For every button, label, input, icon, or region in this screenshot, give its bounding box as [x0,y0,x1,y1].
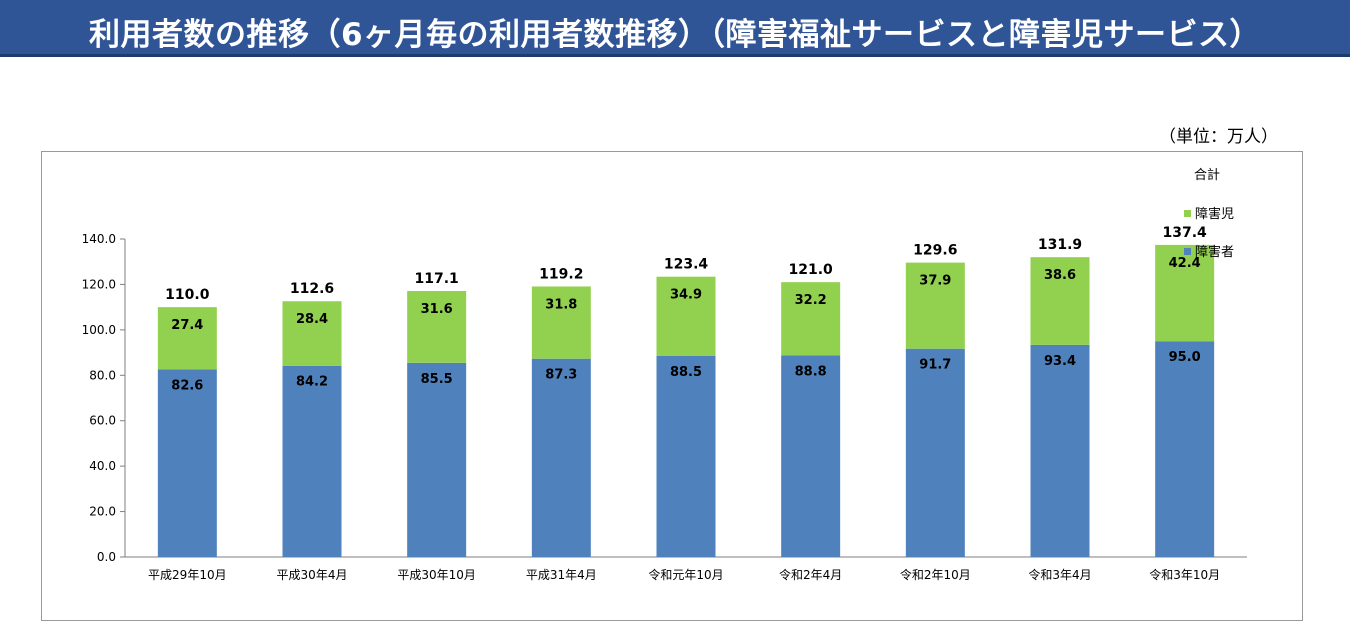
bar-child [656,276,716,356]
data-label-adult: 87.3 [545,368,577,383]
bar-child [1030,257,1090,345]
data-label-adult: 88.8 [795,364,827,379]
bar-adult [1030,344,1090,557]
x-category-label: 令和3年10月 [1149,567,1220,582]
y-tick-label: 100.0 [82,323,116,337]
bar-adult [905,348,965,557]
bar-adult [282,365,342,557]
data-label-adult: 82.6 [171,378,203,393]
data-label-total: 121.0 [789,262,834,278]
y-tick-label: 80.0 [89,368,116,382]
data-label-child: 42.4 [1169,256,1201,271]
bar-adult [781,355,841,557]
bar-adult [407,362,467,557]
data-label-total: 137.4 [1163,225,1208,241]
data-label-adult: 93.4 [1044,354,1076,369]
stacked-bar-chart: 0.0 20.0 40.0 60.0 80.0 100.0 120.0 140.0 82.6 27… [82,167,1247,582]
data-label-total: 112.6 [290,281,334,297]
bar-child [905,262,965,349]
data-label-total: 123.4 [664,257,709,273]
y-tick-label: 140.0 [82,232,116,246]
unit-label: （単位：万人） [1159,127,1278,147]
bar-child [531,286,591,359]
legend-marker [1184,248,1191,255]
data-label-child: 27.4 [171,318,203,333]
data-label-adult: 85.5 [421,372,453,387]
x-category-label: 令和3年4月 [1028,567,1091,582]
bar-child [282,301,342,366]
y-tick-label: 40.0 [89,459,116,473]
x-category-label: 平成29年10月 [148,568,227,582]
data-label-child: 38.6 [1044,268,1076,283]
legend-marker [1184,210,1191,217]
y-tick-label: 20.0 [89,505,116,519]
data-label-child: 32.2 [795,293,827,308]
x-category-label: 平成30年4月 [277,568,348,582]
data-label-adult: 91.7 [919,358,951,373]
data-label-adult: 88.5 [670,365,702,380]
data-label-child: 31.6 [421,302,453,317]
data-label-total: 131.9 [1038,237,1082,253]
y-tick-label: 0.0 [97,550,116,564]
data-label-child: 28.4 [296,312,328,327]
legend-entry: 障害者 [1195,244,1234,260]
x-category-label: 平成31年4月 [526,568,597,582]
bar-child [1155,244,1215,342]
bar-adult [1155,341,1215,557]
data-label-adult: 84.2 [296,375,328,390]
data-label-total: 110.0 [165,287,210,303]
data-label-adult: 95.0 [1169,350,1201,365]
title-bar: 利用者数の推移（6ヶ月毎の利用者数推移）（障害福祉サービスと障害児サービス） [0,0,1350,57]
bar-adult [656,355,716,557]
legend-entry: 合計 [1194,167,1220,183]
x-category-label: 令和2年4月 [779,567,842,582]
y-tick-label: 60.0 [89,414,116,428]
page-title: 利用者数の推移（6ヶ月毎の利用者数推移）（障害福祉サービスと障害児サービス） [88,17,1262,53]
x-category-label: 令和元年10月 [648,567,723,582]
bar-adult [531,358,591,557]
x-category-label: 平成30年10月 [397,568,476,582]
data-label-total: 117.1 [415,271,459,287]
bar-child [407,291,467,363]
data-label-total: 129.6 [913,243,957,259]
data-label-child: 37.9 [919,274,951,289]
data-label-child: 34.9 [670,288,702,303]
y-tick-label: 120.0 [82,277,116,291]
chart-frame: 0.0 20.0 40.0 60.0 80.0 100.0 120.0 140.0 82.6 27… [41,151,1303,621]
bar-child [157,307,217,370]
legend-entry: 障害児 [1195,206,1234,222]
x-category-label: 令和2年10月 [900,567,971,582]
data-label-total: 119.2 [539,266,583,282]
data-label-child: 31.8 [545,297,577,312]
bar-child [781,282,841,356]
bar-adult [157,369,217,557]
